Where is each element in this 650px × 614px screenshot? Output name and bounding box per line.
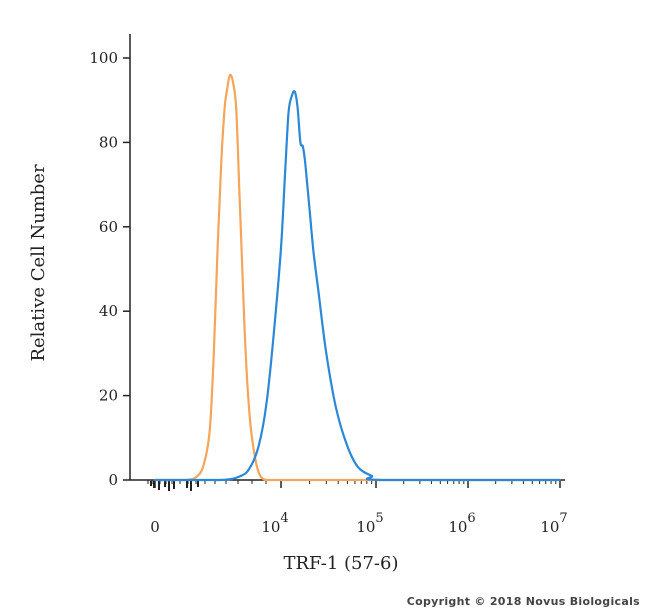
data-point [294, 91, 296, 93]
x-axis-marker [168, 481, 170, 491]
data-point [241, 259, 243, 262]
data-point [280, 479, 282, 481]
y-tick-label: 60 [99, 218, 118, 236]
data-point [265, 403, 268, 405]
x-tick-label: 0 [150, 518, 160, 536]
x-axis-marker [186, 481, 188, 488]
data-point [325, 352, 328, 355]
y-tick-label: 100 [89, 49, 118, 67]
data-point [308, 209, 311, 211]
data-point [249, 420, 251, 422]
data-point [257, 445, 260, 448]
data-point [209, 428, 211, 431]
data-point [238, 183, 240, 186]
data-point [203, 462, 205, 464]
data-point [249, 466, 251, 469]
data-point [219, 479, 221, 481]
data-point [232, 82, 234, 85]
data-point [273, 479, 275, 481]
data-point [154, 479, 156, 481]
y-axis-title: Relative Cell Number [28, 164, 49, 361]
data-point [357, 466, 360, 469]
data-point [220, 162, 222, 165]
data-point [318, 293, 320, 296]
data-point [559, 479, 561, 481]
x-axis-marker [150, 481, 152, 486]
y-axis: 0 20 40 60 80 100 [89, 34, 131, 489]
data-point [240, 475, 242, 477]
x-tick-label: 106 [448, 511, 475, 536]
data-point [382, 479, 385, 481]
data-point [346, 445, 349, 448]
data-point [284, 175, 286, 177]
data-point [223, 107, 226, 110]
x-axis-title: TRF-1 (57-6) [284, 553, 399, 574]
data-point [273, 331, 275, 334]
data-point [299, 141, 302, 144]
series-line-1 [155, 73, 560, 482]
data-point [291, 95, 293, 97]
x-axis-marker [158, 481, 160, 490]
x-axis-marker [190, 481, 192, 491]
y-tick-label: 0 [108, 471, 118, 489]
data-point [226, 86, 229, 89]
data-point [265, 479, 268, 481]
data-point [259, 475, 262, 477]
data-point [370, 475, 373, 477]
data-point [304, 162, 307, 165]
series-group [154, 73, 561, 482]
x-axis-marker [153, 481, 155, 488]
x-tick-label: 104 [261, 511, 288, 536]
y-tick-label: 40 [99, 302, 118, 320]
data-point [235, 107, 237, 110]
data-point [312, 251, 315, 253]
data-point [302, 145, 304, 148]
data-point [216, 247, 219, 249]
y-tick-label: 80 [99, 133, 118, 151]
series-line-2 [155, 89, 560, 482]
x-axis-marker [164, 481, 166, 487]
data-point [280, 247, 282, 249]
data-point [196, 475, 199, 477]
copyright-notice: Copyright © 2018 Novus Biologicals [406, 595, 640, 608]
x-tick-label: 105 [356, 511, 383, 536]
data-point [287, 112, 290, 114]
y-tick-label: 20 [99, 387, 118, 405]
x-axis: 0 104 105 106 107 [130, 479, 568, 536]
x-axis-marker [197, 481, 199, 487]
data-point [229, 74, 231, 76]
data-point [213, 352, 215, 355]
data-point [296, 107, 299, 110]
data-point [335, 407, 337, 410]
x-axis-marker [173, 481, 175, 489]
data-point [244, 352, 247, 355]
x-tick-label: 107 [540, 511, 567, 536]
